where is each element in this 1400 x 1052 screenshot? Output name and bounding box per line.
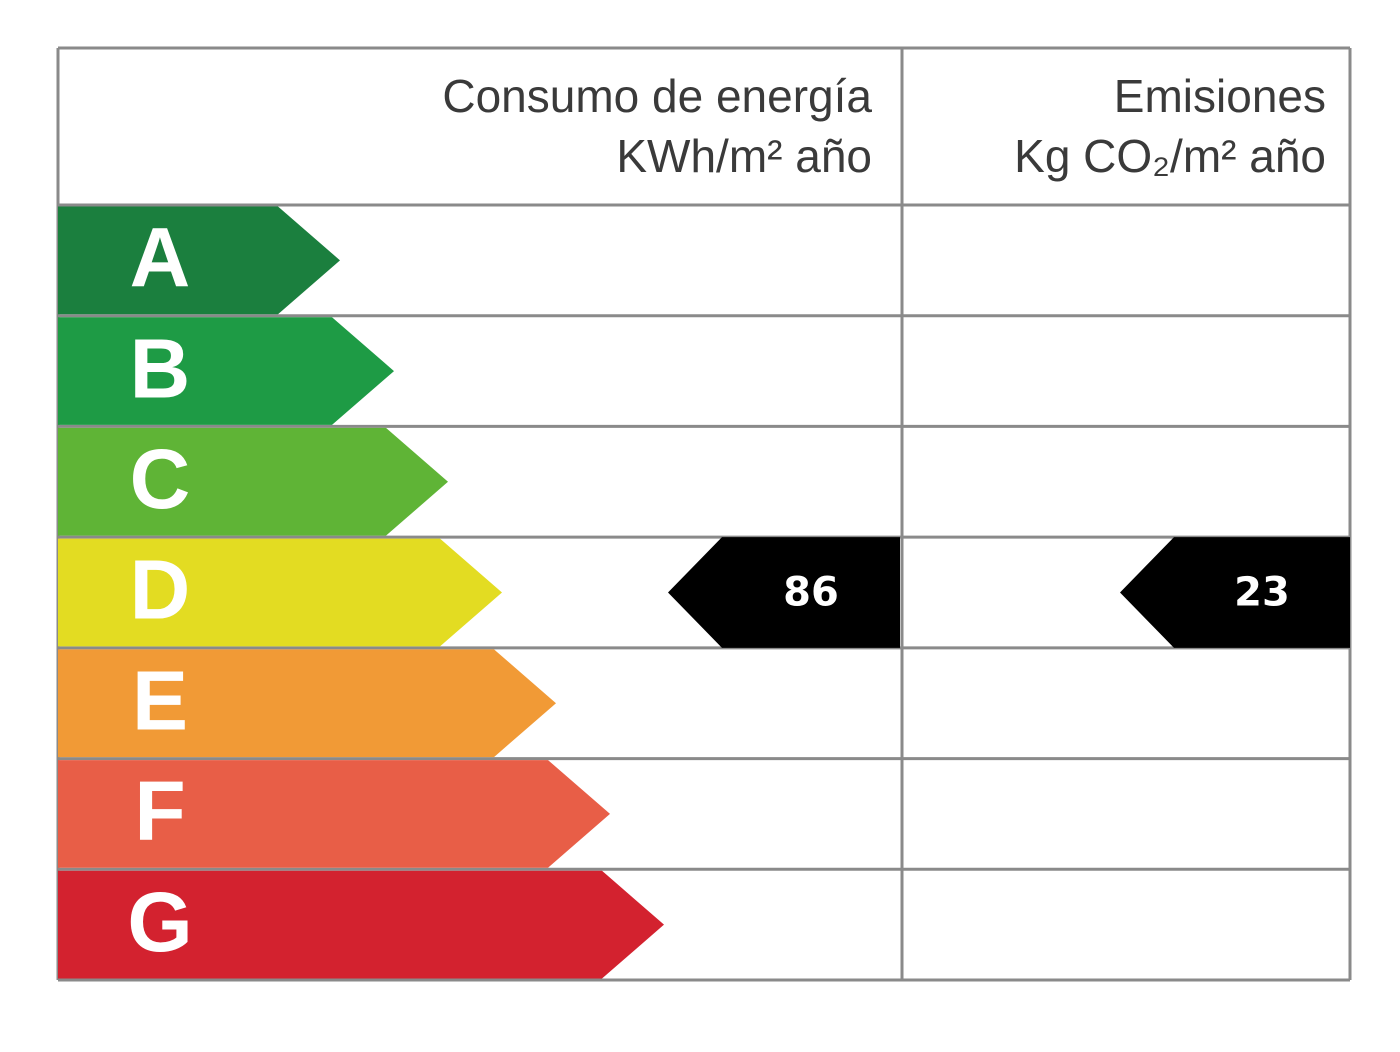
class-arrow — [58, 206, 340, 315]
class-arrow — [58, 870, 664, 979]
class-arrow — [58, 760, 610, 868]
emissions-unit: Kg CO₂/m² año — [1014, 130, 1326, 182]
class-letter: G — [127, 875, 192, 969]
rating-value: 23 — [1234, 570, 1290, 616]
class-letter: C — [130, 432, 191, 526]
rating-value: 86 — [783, 570, 839, 616]
energy-unit: KWh/m² año — [616, 130, 872, 182]
class-arrow — [58, 317, 394, 425]
class-letter: E — [132, 653, 188, 747]
rating-arrow — [1120, 537, 1350, 648]
class-letter: A — [130, 211, 191, 305]
class-letter: F — [134, 764, 185, 858]
class-arrow — [58, 649, 556, 758]
energy-title: Consumo de energía — [442, 70, 872, 122]
emissions-title: Emisiones — [1114, 70, 1326, 122]
rating-arrow — [668, 537, 900, 648]
class-letter: B — [130, 321, 191, 415]
class-arrow — [58, 427, 448, 536]
class-letter: D — [130, 543, 191, 637]
class-arrow — [58, 538, 502, 647]
